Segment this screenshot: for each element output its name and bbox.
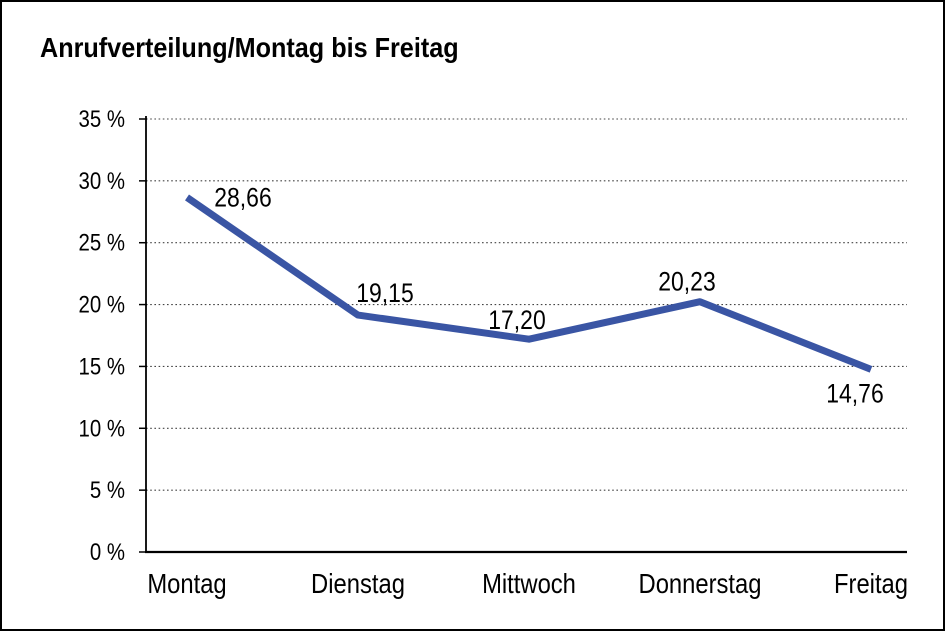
x-axis-label: Freitag [834,567,908,599]
y-tick-label: 25 % [79,229,125,256]
x-axis-label: Mittwoch [482,567,576,599]
y-tick-label: 20 % [79,291,125,318]
y-tick-label: 35 % [79,105,125,132]
data-point-label: 14,76 [826,379,883,409]
data-point-label: 20,23 [658,267,715,297]
y-tick-label: 15 % [79,353,125,380]
y-tick-label: 10 % [79,415,125,442]
x-axis-label: Donnerstag [639,567,762,599]
data-point-label: 17,20 [488,306,545,336]
data-point-label: 19,15 [356,278,413,308]
data-series-line [185,194,873,373]
chart-title: Anrufverteilung/Montag bis Freitag [40,32,459,63]
y-tick-label: 30 % [79,167,125,194]
y-tick-label: 0 % [90,538,125,565]
data-point-label: 28,66 [214,183,271,213]
x-axis-label: Dienstag [311,567,405,599]
x-axis-label: Montag [147,567,226,599]
y-tick-label: 5 % [90,477,125,504]
